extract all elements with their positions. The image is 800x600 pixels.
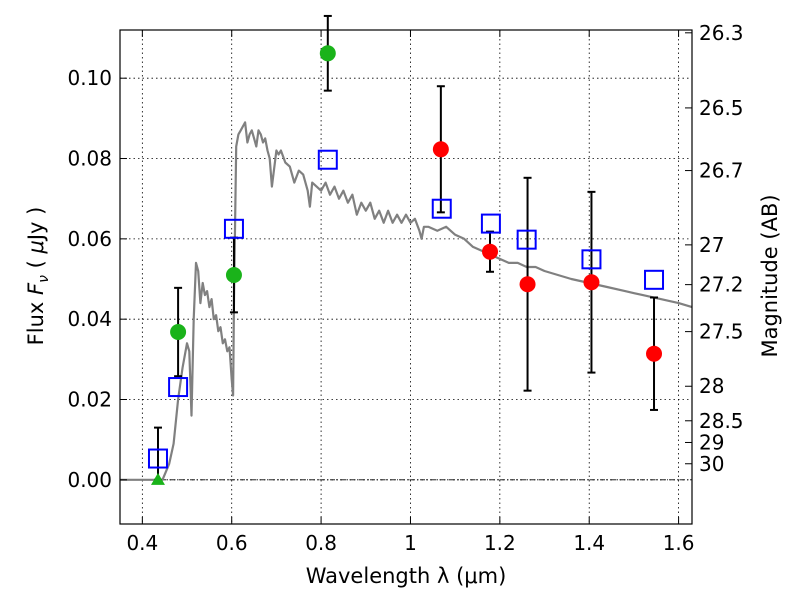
axis-ticks: 0.4 0.6 0.8 1 1.2 1.4 1.6 0.00 0.02 0.04 0.06 0.08 0…: [67, 21, 743, 555]
x-tick-label: 0.8: [305, 531, 337, 555]
red-detection-point: [482, 243, 499, 260]
error-bar: [153, 426, 162, 481]
red-detection-point: [646, 345, 663, 362]
upper-limit-triangle: [150, 472, 165, 485]
model-photometry-square: [644, 269, 665, 290]
right-tick-label: 26.3: [699, 21, 744, 45]
green-detection-point: [319, 45, 336, 62]
model-photometry-square: [147, 448, 168, 469]
x-tick-label: 1.2: [484, 531, 516, 555]
green-detection-point: [170, 324, 187, 341]
model-photometry-square: [168, 377, 189, 398]
plot-frame: [119, 29, 693, 525]
red-detection-point: [432, 141, 449, 158]
x-tick-label: 0.4: [126, 531, 158, 555]
red-detection-point: [583, 274, 600, 291]
green-detection-point: [225, 266, 242, 283]
y-tick-label: 0.08: [67, 147, 112, 171]
right-tick-label: 28.5: [699, 409, 744, 433]
right-tick-label: 27.5: [699, 320, 744, 344]
x-tick-label: 1.4: [573, 531, 605, 555]
x-axis-label: Wavelength λ (μm): [306, 564, 507, 588]
y-tick-label: 0.02: [67, 387, 112, 411]
right-tick-label: 29: [699, 430, 724, 454]
right-tick-label: 26.5: [699, 96, 744, 120]
model-photometry-square: [223, 218, 244, 239]
model-photometry-square: [431, 198, 452, 219]
right-tick-label: 28: [699, 374, 724, 398]
y-axis-right-label: Magnitude (AB): [758, 194, 782, 357]
y-tick-label: 0.06: [67, 227, 112, 251]
model-photometry-square: [581, 249, 602, 270]
model-photometry-square: [480, 213, 501, 234]
x-tick-label: 1.6: [663, 531, 695, 555]
y-tick-label: 0.10: [67, 66, 112, 90]
model-photometry-square: [317, 149, 338, 170]
grid-lines: [120, 30, 692, 524]
y-tick-label: 0.04: [67, 307, 112, 331]
data-marks: [147, 14, 665, 485]
model-sed-line: [120, 121, 693, 481]
right-tick-label: 30: [699, 452, 724, 476]
right-tick-label: 26.7: [699, 159, 744, 183]
red-detection-point: [519, 276, 536, 293]
x-tick-label: 0.6: [216, 531, 248, 555]
right-tick-label: 27: [699, 233, 724, 257]
model-photometry-square: [516, 229, 537, 250]
right-tick-label: 27.2: [699, 273, 744, 297]
y-tick-label: 0.00: [67, 468, 112, 492]
y-axis-label: Flux Fν ( μJy ): [24, 207, 52, 346]
x-tick-label: 1: [404, 531, 417, 555]
